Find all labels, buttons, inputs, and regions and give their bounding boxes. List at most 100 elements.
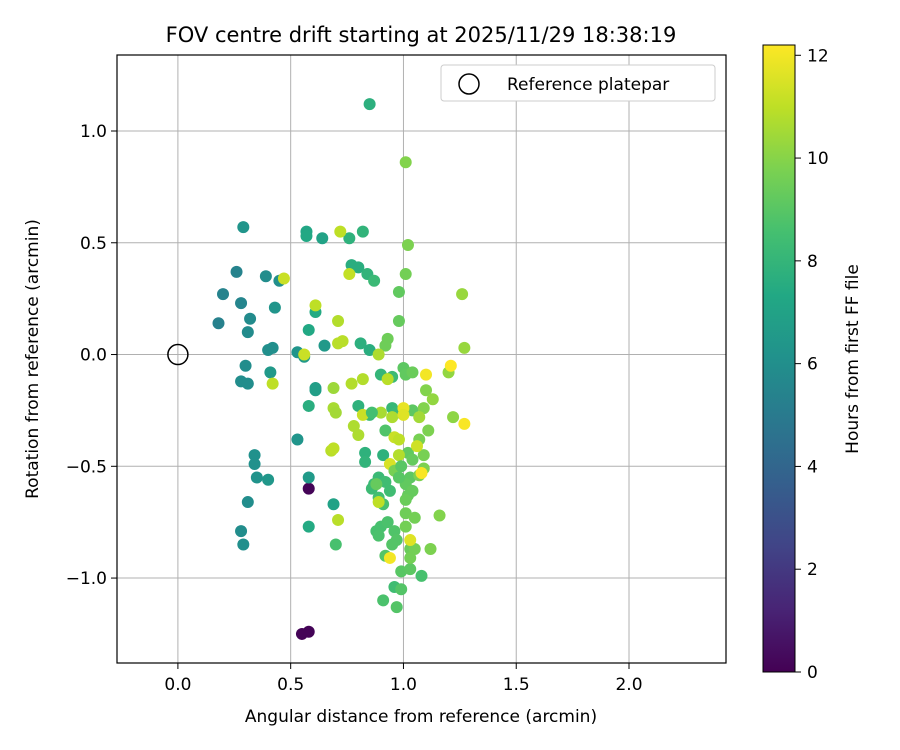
data-point bbox=[458, 341, 471, 354]
data-point bbox=[354, 337, 367, 350]
x-tick-label: 1.5 bbox=[503, 675, 530, 695]
data-point bbox=[291, 433, 304, 446]
data-point bbox=[352, 429, 365, 441]
data-point bbox=[415, 569, 428, 582]
data-point bbox=[356, 373, 369, 386]
data-point bbox=[309, 382, 322, 395]
y-tick-label: 1.0 bbox=[80, 122, 107, 142]
data-point bbox=[415, 467, 428, 479]
data-point bbox=[365, 406, 378, 419]
data-point bbox=[381, 373, 394, 386]
colorbar-label: Hours from first FF file bbox=[843, 264, 863, 454]
data-point bbox=[327, 442, 340, 455]
data-point bbox=[379, 339, 392, 352]
legend-marker-icon bbox=[458, 73, 480, 95]
data-point bbox=[329, 406, 342, 419]
data-point bbox=[345, 377, 358, 390]
data-point bbox=[399, 156, 412, 169]
data-point bbox=[370, 478, 383, 491]
x-axis-ticks: 0.0 0.5 1.0 1.5 2.0 bbox=[164, 663, 643, 695]
data-point bbox=[318, 339, 331, 352]
data-point bbox=[381, 516, 394, 529]
data-point bbox=[327, 382, 340, 395]
data-point bbox=[329, 538, 342, 551]
data-point bbox=[352, 261, 365, 274]
data-point bbox=[433, 509, 446, 522]
data-point bbox=[390, 601, 403, 614]
data-point bbox=[332, 315, 345, 327]
data-point bbox=[404, 563, 417, 576]
legend-box bbox=[440, 64, 716, 102]
data-point bbox=[392, 433, 405, 446]
plot-area-frame bbox=[116, 54, 727, 664]
data-point bbox=[316, 232, 329, 245]
data-point bbox=[302, 625, 315, 638]
data-point bbox=[458, 417, 471, 430]
x-axis-label: Angular distance from reference (arcmin) bbox=[245, 707, 597, 727]
colorbar-tick-label: 10 bbox=[807, 149, 829, 169]
data-point bbox=[372, 496, 385, 509]
data-point bbox=[248, 449, 261, 462]
data-point bbox=[343, 232, 356, 245]
data-point bbox=[406, 453, 419, 466]
data-point bbox=[379, 475, 392, 488]
data-point bbox=[406, 366, 419, 379]
data-point bbox=[241, 326, 254, 339]
colorbar-gradient bbox=[762, 44, 796, 673]
data-point bbox=[302, 520, 315, 533]
x-tick-label: 2.0 bbox=[615, 675, 642, 695]
data-point bbox=[383, 551, 396, 564]
x-tick-label: 1.0 bbox=[390, 675, 417, 695]
data-points bbox=[212, 98, 471, 640]
x-tick-label: 0.0 bbox=[164, 675, 191, 695]
data-point bbox=[248, 458, 261, 471]
data-point bbox=[392, 285, 405, 298]
data-point bbox=[386, 538, 399, 551]
data-point bbox=[309, 299, 322, 312]
data-point bbox=[377, 449, 390, 462]
data-point bbox=[356, 225, 369, 238]
data-point bbox=[336, 335, 349, 348]
data-point bbox=[392, 449, 405, 462]
colorbar-tick-label: 4 bbox=[807, 457, 818, 477]
data-point bbox=[302, 399, 315, 412]
data-point bbox=[408, 543, 421, 555]
y-tick-label: 0.5 bbox=[80, 234, 107, 254]
x-tick-label: 0.5 bbox=[277, 675, 304, 695]
y-tick-label: 0.0 bbox=[80, 346, 107, 366]
data-point bbox=[359, 446, 372, 459]
colorbar-tick-label: 8 bbox=[807, 252, 818, 272]
data-point bbox=[363, 344, 376, 357]
data-point bbox=[422, 424, 435, 437]
data-point bbox=[424, 543, 437, 555]
data-point bbox=[399, 507, 412, 520]
data-point bbox=[332, 513, 345, 526]
data-point bbox=[408, 511, 421, 524]
data-point bbox=[377, 594, 390, 607]
data-point bbox=[268, 301, 281, 314]
data-point bbox=[235, 525, 248, 538]
data-point bbox=[374, 406, 387, 419]
data-point bbox=[395, 460, 408, 473]
data-point bbox=[447, 411, 460, 424]
data-point bbox=[356, 408, 369, 421]
legend-label: Reference platepar bbox=[507, 75, 669, 95]
data-point bbox=[399, 520, 412, 533]
data-point bbox=[302, 471, 315, 484]
data-point bbox=[417, 449, 430, 462]
data-point bbox=[420, 368, 433, 381]
colorbar-ticks: 0 2 4 6 8 10 12 bbox=[795, 46, 829, 683]
data-point bbox=[417, 402, 430, 415]
data-point bbox=[372, 348, 385, 361]
data-point bbox=[235, 297, 248, 310]
data-point bbox=[386, 411, 399, 424]
chart-title: FOV centre drift starting at 2025/11/29 … bbox=[166, 23, 677, 47]
colorbar-tick-label: 2 bbox=[807, 560, 818, 580]
data-point bbox=[264, 366, 277, 379]
data-point bbox=[239, 359, 252, 372]
data-point bbox=[392, 471, 405, 484]
data-point bbox=[368, 274, 381, 287]
data-point bbox=[401, 239, 414, 251]
data-point bbox=[230, 265, 243, 278]
